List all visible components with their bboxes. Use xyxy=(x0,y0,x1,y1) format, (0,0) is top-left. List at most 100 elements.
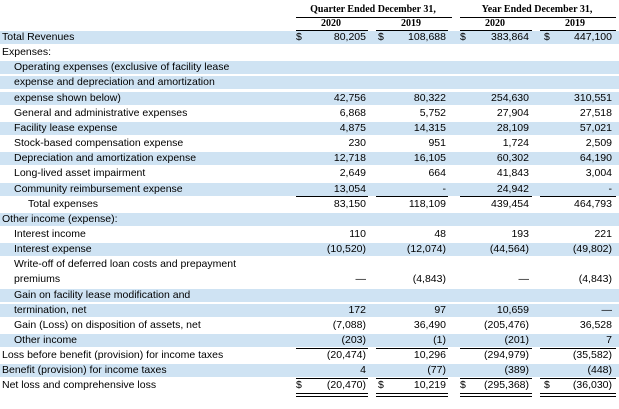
table-row: Interest expense (10,520) (12,074) (44,564)… xyxy=(0,243,619,257)
row-label: Other income xyxy=(14,334,78,346)
cell-value: 383,864 xyxy=(491,31,529,43)
cell-value: 97 xyxy=(434,303,446,316)
year-col-4: 2019 xyxy=(565,18,585,29)
row-label: Total Revenues xyxy=(2,31,75,43)
subtotal-rule xyxy=(540,196,616,197)
row-label: Net loss and comprehensive loss xyxy=(2,379,157,392)
table-row: Community reimbursement expense 13,054 - 24… xyxy=(0,182,619,196)
cell-value: 12,718 xyxy=(333,152,366,165)
cell-value: 254,630 xyxy=(491,91,529,104)
row-label: Write-off of deferred loan costs and pre… xyxy=(14,258,236,271)
table-row: Total expenses 83,150 118,109 439,454 464,79… xyxy=(0,198,619,211)
cell-value: (77) xyxy=(427,364,446,377)
row-label: Other income (expense): xyxy=(2,212,118,225)
table-row: Gain (Loss) on disposition of assets, ne… xyxy=(0,319,619,332)
cell-value: 10,296 xyxy=(413,349,446,362)
currency-symbol: $ xyxy=(460,31,466,43)
cell-value: 664 xyxy=(428,167,446,180)
total-double-rule xyxy=(540,392,616,397)
cell-value: (4,843) xyxy=(578,273,612,286)
cell-value: 172 xyxy=(348,303,366,316)
cell-value: 7 xyxy=(606,334,612,346)
table-row: Facility lease expense 4,875 14,315 28,109 5… xyxy=(0,121,619,135)
cell-value: (1) xyxy=(433,334,446,346)
cell-value: (20,470) xyxy=(326,379,366,392)
cell-value: 27,904 xyxy=(496,106,529,119)
row-label: expense shown below) xyxy=(14,91,121,104)
cell-value: 16,105 xyxy=(413,152,446,165)
cell-value: (7,088) xyxy=(332,318,366,331)
cell-value: (201) xyxy=(504,334,529,346)
table-row: premiums — (4,843) — (4,843) xyxy=(0,273,619,286)
subtotal-rule xyxy=(296,196,368,197)
row-label: Depreciation and amortization expense xyxy=(14,152,197,165)
cell-value: 64,190 xyxy=(579,152,612,165)
row-label: Gain (Loss) on disposition of assets, ne… xyxy=(14,318,201,331)
currency-symbol: $ xyxy=(544,31,550,43)
cell-value: 4,875 xyxy=(339,121,366,134)
cell-value: 48 xyxy=(434,227,446,240)
table-row: Total Revenues $80,205 $108,688 $383,864 $44… xyxy=(0,31,619,44)
table-row: Long-lived asset impairment 2,649 664 41,84… xyxy=(0,167,619,180)
cell-value: 80,205 xyxy=(333,31,366,43)
row-label: Facility lease expense xyxy=(14,121,118,134)
row-label: Operating expenses (exclusive of facilit… xyxy=(14,61,230,74)
cell-value: 6,868 xyxy=(339,106,366,119)
table-row: Gain on facility lease modification and xyxy=(0,288,619,302)
subtotal-rule xyxy=(460,377,532,379)
year-col-3: 2020 xyxy=(485,18,505,29)
cell-value: - xyxy=(442,182,447,195)
total-double-rule xyxy=(296,392,368,397)
cell-value: 83,150 xyxy=(333,197,366,210)
table-row: expense and depreciation and amortizatio… xyxy=(0,76,619,90)
cell-value: (203) xyxy=(341,334,366,346)
table-row: expense shown below) 42,756 80,322 254,630 3… xyxy=(0,91,619,105)
table-row: General and administrative expenses 6,868… xyxy=(0,107,619,120)
cell-value: (12,074) xyxy=(406,243,446,256)
cell-value: (20,474) xyxy=(326,349,366,362)
subtotal-rule xyxy=(460,196,532,197)
subtotal-rule xyxy=(460,347,532,349)
cell-value: 193 xyxy=(511,227,529,240)
cell-value: 1,724 xyxy=(502,137,529,150)
subtotal-rule xyxy=(376,377,448,379)
cell-value: 14,315 xyxy=(413,121,446,134)
row-label: Interest expense xyxy=(14,243,92,256)
cell-value: (448) xyxy=(587,364,612,377)
cell-value: (35,582) xyxy=(572,349,612,362)
quarter-header: Quarter Ended December 31, xyxy=(310,4,436,15)
subtotal-rule xyxy=(296,347,368,349)
table-row: Operating expenses (exclusive of facilit… xyxy=(0,61,619,75)
cell-value: 951 xyxy=(428,137,446,150)
row-label: premiums xyxy=(14,273,61,286)
table-row: Write-off of deferred loan costs and pre… xyxy=(0,258,619,271)
cell-value: 5,752 xyxy=(419,106,446,119)
table-row: Benefit (provision) for income taxes 4 (77… xyxy=(0,364,619,378)
cell-value: 221 xyxy=(594,227,612,240)
cell-value: 110 xyxy=(349,227,366,240)
year-col-4-rule xyxy=(540,30,616,31)
cell-value: (36,030) xyxy=(572,379,612,392)
cell-value: 108,688 xyxy=(408,31,446,43)
cell-value: — xyxy=(518,273,530,286)
cell-value: 41,843 xyxy=(496,167,529,180)
cell-value: 60,302 xyxy=(496,152,529,165)
cell-value: 10,219 xyxy=(413,379,446,392)
total-double-rule xyxy=(376,392,448,397)
currency-symbol: $ xyxy=(460,379,466,392)
year-col-2: 2019 xyxy=(401,18,421,29)
cell-value: 447,100 xyxy=(574,31,612,43)
cell-value: 464,793 xyxy=(574,197,612,210)
cell-value: — xyxy=(355,273,367,286)
row-label: Long-lived asset impairment xyxy=(14,167,146,180)
cell-value: 28,109 xyxy=(496,121,529,134)
cell-value: 42,756 xyxy=(333,91,366,104)
cell-value: (294,979) xyxy=(484,349,529,362)
currency-symbol: $ xyxy=(296,379,302,392)
cell-value: 439,454 xyxy=(491,197,529,210)
year-col-2-rule xyxy=(376,30,448,31)
subtotal-rule xyxy=(296,377,368,379)
row-label: Total expenses xyxy=(28,197,99,210)
cell-value: (49,802) xyxy=(572,243,612,256)
row-label: Gain on facility lease modification and xyxy=(14,288,191,301)
